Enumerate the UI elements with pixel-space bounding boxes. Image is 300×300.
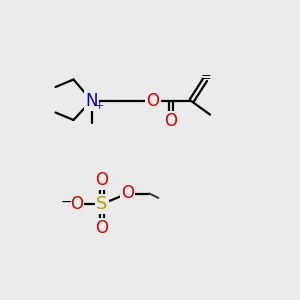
Text: O: O (164, 112, 178, 130)
Text: O: O (70, 195, 83, 213)
Text: S: S (96, 195, 108, 213)
Text: =: = (200, 71, 211, 85)
Text: O: O (95, 171, 109, 189)
Text: +: + (95, 101, 105, 111)
Text: O: O (95, 219, 109, 237)
Text: O: O (146, 92, 160, 110)
Text: N: N (85, 92, 98, 110)
Text: −: − (60, 195, 72, 208)
Text: O: O (121, 184, 134, 202)
